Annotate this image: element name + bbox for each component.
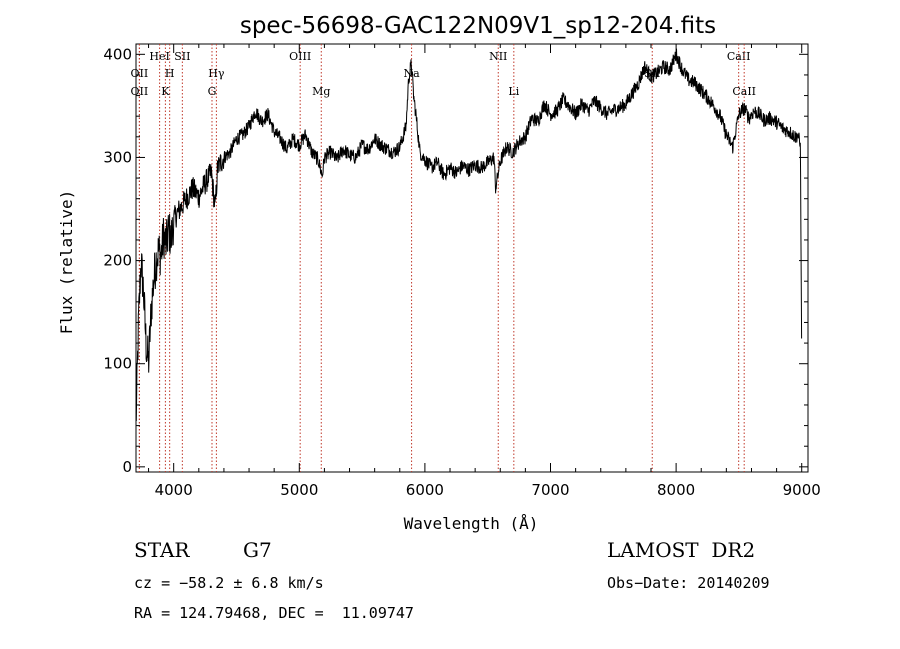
line-label-3: SII [174, 50, 190, 63]
sky-coordinates: RA = 124.79468, DEC = 11.09747 [134, 604, 414, 622]
x-tick-label-1: 5000 [280, 481, 318, 499]
line-label-6: Hγ [208, 67, 225, 80]
plot-frame [135, 43, 809, 473]
y-tick-label-2: 200 [103, 252, 132, 270]
line-label-11: NII [489, 50, 507, 63]
axis-ticks [136, 44, 808, 472]
line-label-12: Li [508, 85, 519, 98]
y-axis-label: Flux (relative) [57, 190, 76, 335]
spectrum-line-0 [135, 48, 803, 422]
line-label-15: CaII [732, 85, 756, 98]
x-axis-label: Wavelength (Å) [404, 514, 539, 533]
x-tick-label-4: 8000 [657, 481, 695, 499]
line-label-2: HeI [149, 50, 169, 63]
y-tick-label-3: 300 [103, 148, 132, 166]
chart-title: spec-56698-GAC122N09V1_sp12-204.fits [240, 13, 716, 39]
line-label-8: OIII [289, 50, 311, 63]
y-tick-label-1: 100 [103, 355, 132, 373]
redshift-velocity: cz = −58.2 ± 6.8 km/s [134, 574, 324, 592]
x-tick-label-5: 9000 [783, 481, 821, 499]
object-class: STAR [134, 538, 190, 562]
line-label-9: Mg [312, 85, 330, 98]
observation-date: Obs−Date: 20140209 [607, 574, 770, 592]
x-tick-label-2: 6000 [406, 481, 444, 499]
y-tick-label-4: 400 [103, 45, 132, 63]
tick-labels: 4000 5000 6000 7000 8000 9000 0 100 200 300 400 [103, 45, 820, 499]
line-label-1: OII [131, 85, 149, 98]
line-label-14: CaII [727, 50, 751, 63]
spectrum-series [135, 48, 803, 422]
x-tick-label-3: 7000 [531, 481, 569, 499]
x-tick-label-0: 4000 [155, 481, 193, 499]
object-subclass: G7 [243, 538, 272, 562]
line-label-5: K [161, 85, 170, 98]
survey-name: LAMOST DR2 [607, 538, 756, 562]
line-label-7: G [208, 85, 217, 98]
line-label-4: H [165, 67, 175, 80]
y-tick-label-0: 0 [122, 458, 132, 476]
